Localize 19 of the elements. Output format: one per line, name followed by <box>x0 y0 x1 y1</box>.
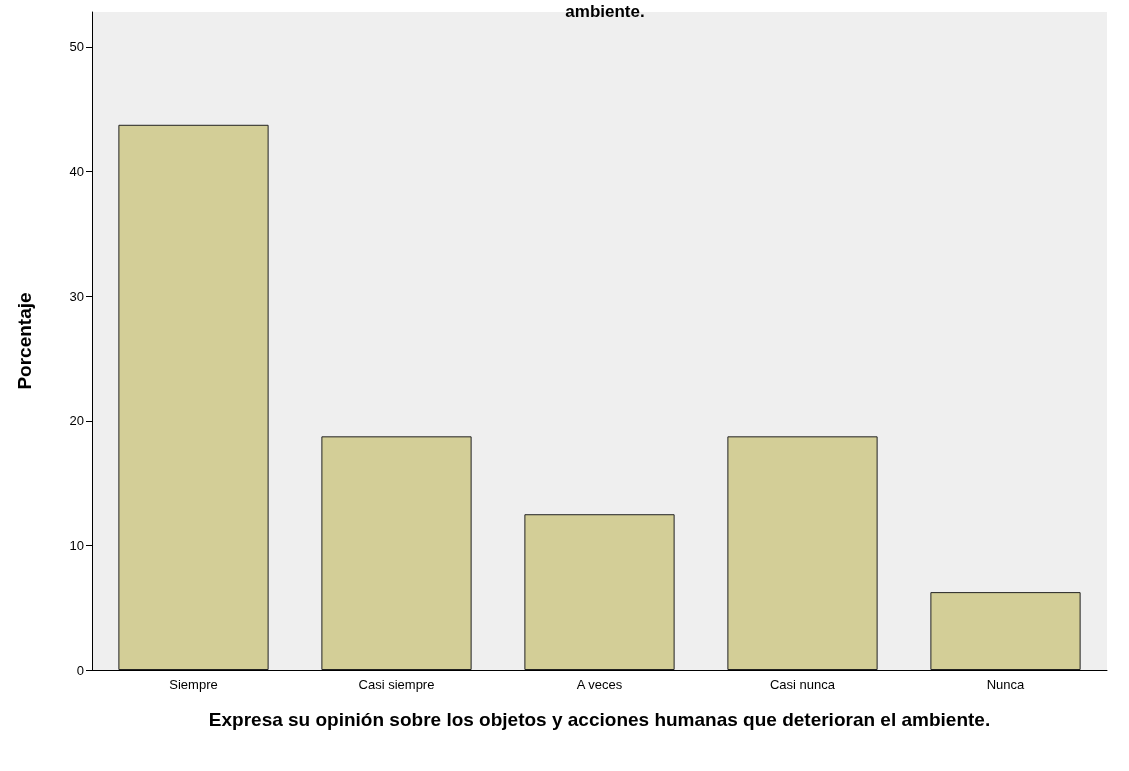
x-tick-label: Siempre <box>169 677 218 692</box>
chart-title: ambiente. <box>565 2 645 21</box>
y-tick-label: 50 <box>69 39 84 55</box>
bar <box>727 436 878 670</box>
bar <box>524 514 675 670</box>
bar <box>321 436 472 670</box>
y-tick-label: 30 <box>69 288 84 304</box>
bar <box>118 124 269 670</box>
y-tick-label: 10 <box>69 537 84 553</box>
y-axis-title: Porcentaje <box>14 292 35 390</box>
x-tick-label: Nunca <box>986 677 1026 692</box>
x-tick-label: Casi siempre <box>358 677 435 692</box>
bar <box>930 592 1081 670</box>
x-axis-title: Expresa su opinión sobre los objetos y acciones humanas que deterioran el ambiente. <box>208 709 991 730</box>
y-tick-label: 0 <box>76 662 84 678</box>
y-tick-label: 40 <box>69 164 84 180</box>
x-tick-label: A veces <box>576 677 623 692</box>
x-tick-label: Casi nunca <box>769 677 836 692</box>
y-tick-label: 20 <box>69 413 84 429</box>
